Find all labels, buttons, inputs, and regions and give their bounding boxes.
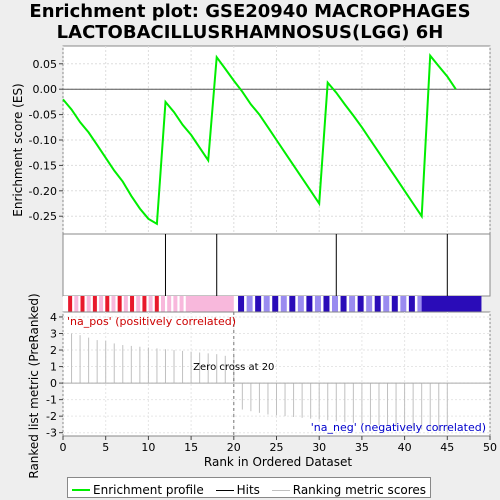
zero-cross-label: Zero cross at 20 xyxy=(193,362,274,373)
band-pos-stripe-9 xyxy=(123,296,128,312)
band-neg-stripe-0 xyxy=(238,296,245,312)
band-pos-stripe-16 xyxy=(167,296,172,312)
hits-panel xyxy=(62,233,491,312)
xtick-label-10: 50 xyxy=(483,441,497,454)
chart-title: Enrichment plot: GSE20940 MACROPHAGES LA… xyxy=(0,1,500,43)
band-neg-stripe-10 xyxy=(323,296,330,312)
legend-swatch-ranking-metric xyxy=(271,490,290,491)
xtick-label-2: 10 xyxy=(141,441,155,454)
band-pos-stripe-4 xyxy=(92,296,97,312)
negative-correlation-label: 'na_neg' (negatively correlated) xyxy=(311,421,486,434)
legend-label-ranking-metric: Ranking metric scores xyxy=(292,483,427,497)
metric-ytick-label-2: 2 xyxy=(50,344,57,357)
band-neg-stripe-7 xyxy=(297,296,304,312)
metric-ytick-label-4: 0 xyxy=(50,377,57,390)
band-neg-stripe-16 xyxy=(374,296,381,312)
band-pos-stripe-13 xyxy=(148,296,153,312)
band-neg-stripe-20 xyxy=(408,296,415,312)
band-pos-stripe-14 xyxy=(154,296,159,312)
es-y-axis-label: Enrichment score (ES) xyxy=(11,83,25,216)
es-ytick-label-3: -0.10 xyxy=(29,134,57,147)
legend-item-ranking-metric: Ranking metric scores xyxy=(271,481,427,500)
band-neg-stripe-21 xyxy=(417,296,424,312)
es-ytick-label-0: 0.05 xyxy=(33,58,58,71)
band-neg-stripe-9 xyxy=(314,296,321,312)
legend-item-enrichment-profile: Enrichment profile xyxy=(72,481,204,500)
hits-panel-background xyxy=(62,233,491,297)
metric-ytick-label-6: -2 xyxy=(46,410,57,423)
x-axis: 0 5 10 15 20 25 30 35 40 45 50 xyxy=(60,436,497,454)
band-neg-stripe-4 xyxy=(272,296,279,312)
legend-swatch-hits xyxy=(215,490,234,491)
band-neg-stripe-15 xyxy=(366,296,373,312)
band-neg-stripe-11 xyxy=(332,296,339,312)
band-neg-stripe-17 xyxy=(383,296,390,312)
band-neg-stripe-14 xyxy=(357,296,364,312)
xtick-label-3: 15 xyxy=(184,441,198,454)
metric-ytick-label-0: 4 xyxy=(50,311,57,324)
band-pos-stripe-0 xyxy=(68,296,73,312)
legend: Enrichment profile Hits Ranking metric s… xyxy=(67,477,431,498)
band-pos-stripe-10 xyxy=(130,296,135,312)
band-pos-stripe-3 xyxy=(86,296,91,312)
legend-item-hits: Hits xyxy=(215,481,260,500)
band-neg-stripe-12 xyxy=(340,296,347,312)
band-pos-stripe-18 xyxy=(179,296,184,312)
es-ytick-label-6: -0.25 xyxy=(29,210,57,223)
band-neg-stripe-8 xyxy=(306,296,313,312)
band-pos-stripe-6 xyxy=(105,296,110,312)
band-neg-stripe-19 xyxy=(400,296,407,312)
xtick-label-1: 5 xyxy=(102,441,109,454)
legend-label-hits: Hits xyxy=(236,483,260,497)
ranked-metric-panel: 4 3 2 1 0 -1 -2 -3 Zero cross at 20 'na_pos' (pos… xyxy=(46,311,491,440)
xtick-label-0: 0 xyxy=(60,441,67,454)
band-pos-stripe-8 xyxy=(117,296,122,312)
xtick-label-8: 40 xyxy=(398,441,412,454)
metric-ytick-label-1: 3 xyxy=(50,327,57,340)
band-pos-stripe-7 xyxy=(111,296,116,312)
band-neg-stripe-2 xyxy=(255,296,262,312)
chart-title-line-2: LACTOBACILLUSRHAMNOSUS(LGG) 6H xyxy=(56,22,444,43)
band-pos-fade xyxy=(186,296,234,312)
xtick-label-4: 20 xyxy=(227,441,241,454)
band-pos-stripe-15 xyxy=(160,296,165,312)
band-pos-stripe-2 xyxy=(80,296,85,312)
es-panel: 0.05 0.00 -0.05 -0.10 -0.15 -0.20 -0.25 xyxy=(29,45,491,235)
legend-swatch-enrichment-profile xyxy=(72,489,90,491)
band-neg-stripe-5 xyxy=(280,296,287,312)
metric-y-axis-label: Ranked list metric (PreRanked) xyxy=(27,293,41,478)
band-pos-stripe-11 xyxy=(136,296,141,312)
band-neg-stripe-1 xyxy=(246,296,253,312)
es-ytick-label-5: -0.20 xyxy=(29,185,57,198)
band-pos-stripe-12 xyxy=(142,296,147,312)
metric-ytick-label-5: -1 xyxy=(46,394,57,407)
band-neg-stripe-6 xyxy=(289,296,296,312)
band-neg-stripe-3 xyxy=(263,296,270,312)
band-pos-stripe-1 xyxy=(74,296,79,312)
xtick-label-6: 30 xyxy=(312,441,326,454)
metric-ytick-label-3: 1 xyxy=(50,361,57,374)
positive-correlation-label: 'na_pos' (positively correlated) xyxy=(67,315,236,328)
es-profile-line xyxy=(62,53,457,226)
chart-title-line-1: Enrichment plot: GSE20940 MACROPHAGES xyxy=(29,1,471,22)
band-neg-stripe-13 xyxy=(349,296,356,312)
xtick-label-7: 35 xyxy=(355,441,369,454)
legend-label-enrichment-profile: Enrichment profile xyxy=(93,482,204,497)
xtick-label-5: 25 xyxy=(270,441,284,454)
band-pos-stripe-5 xyxy=(99,296,104,312)
rank-color-band xyxy=(63,296,482,312)
x-axis-label: Rank in Ordered Dataset xyxy=(204,455,352,469)
es-ytick-label-1: 0.00 xyxy=(33,83,58,96)
xtick-label-9: 45 xyxy=(440,441,454,454)
metric-ytick-label-7: -3 xyxy=(46,427,57,440)
es-ytick-label-4: -0.15 xyxy=(29,159,57,172)
band-neg-solid xyxy=(421,296,482,312)
es-ytick-label-2: -0.05 xyxy=(29,109,57,122)
band-neg-stripe-18 xyxy=(391,296,398,312)
band-pos-stripe-17 xyxy=(173,296,178,312)
